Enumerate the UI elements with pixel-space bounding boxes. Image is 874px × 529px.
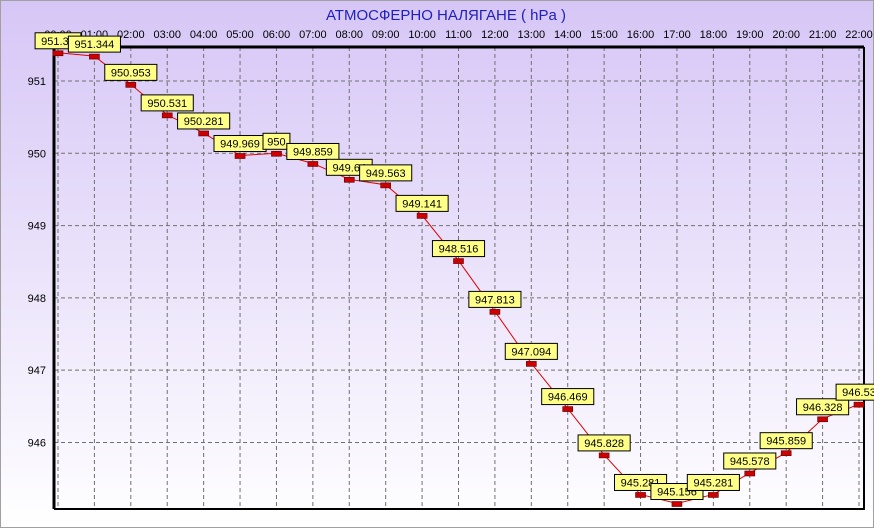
- x-tick-label: 21:00: [809, 29, 837, 41]
- data-label-box: [504, 342, 558, 360]
- data-point: [343, 177, 355, 183]
- data-label-box: [835, 383, 874, 401]
- data-label: 949.859: [293, 146, 333, 158]
- data-point: [744, 470, 756, 477]
- data-label: 950: [267, 136, 285, 148]
- data-label-box: [67, 35, 121, 53]
- data-label: 945.281: [693, 477, 733, 489]
- data-point: [489, 309, 501, 315]
- data-point: [198, 130, 209, 137]
- data-point: [125, 82, 137, 88]
- x-tick-label: 04:00: [190, 29, 218, 41]
- y-tick-label: 950: [28, 148, 46, 160]
- data-point: [780, 450, 792, 456]
- x-tick-label: 16:00: [627, 29, 655, 41]
- y-tick-label: 951: [28, 76, 46, 88]
- data-point: [708, 492, 719, 498]
- data-label: 948.516: [439, 244, 479, 256]
- x-tick-label: 11:00: [445, 29, 472, 41]
- x-tick-label: 12:00: [481, 29, 509, 41]
- data-label-box: [796, 398, 850, 416]
- data-label-box: [140, 94, 194, 112]
- data-point: [89, 53, 100, 60]
- data-label-box: [104, 63, 158, 81]
- x-tick-label: 15:00: [590, 29, 618, 41]
- x-tick-label: 06:00: [263, 29, 291, 41]
- data-label: 950.953: [111, 67, 151, 79]
- data-label-box: [723, 452, 777, 470]
- x-tick-label: 10:00: [408, 29, 436, 41]
- data-point: [161, 112, 173, 119]
- data-point: [380, 182, 391, 189]
- x-tick-label: 18:00: [700, 29, 728, 41]
- data-label: 946.53: [842, 387, 874, 399]
- data-label: 946.469: [548, 392, 588, 404]
- data-point: [598, 452, 610, 459]
- data-label-box: [759, 432, 813, 450]
- data-point: [307, 161, 319, 167]
- data-label: 949.141: [402, 198, 442, 210]
- x-tick-label: 02:00: [117, 29, 145, 41]
- data-label: 951.344: [75, 39, 115, 51]
- data-label-box: [359, 164, 413, 182]
- data-point: [234, 153, 246, 159]
- data-label-box: [541, 388, 595, 406]
- x-tick-label: 19:00: [736, 29, 764, 41]
- data-label: 949.64: [332, 162, 366, 174]
- data-label-box: [686, 473, 740, 491]
- data-label-box: [468, 290, 522, 308]
- y-tick-label: 948: [28, 293, 46, 305]
- x-tick-label: 20:00: [772, 29, 800, 41]
- chart-title: АТМОСФЕРНО НАЛЯГАНЕ ( hPa ): [326, 7, 566, 24]
- x-tick-label: 13:00: [518, 29, 546, 41]
- data-label: 947.813: [475, 294, 515, 306]
- data-label-box: [431, 240, 486, 258]
- data-label-box: [262, 132, 291, 150]
- y-tick-label: 947: [28, 365, 46, 377]
- data-label: 949.969: [220, 139, 260, 151]
- data-label: 945.578: [730, 456, 770, 468]
- data-label: 950.531: [147, 98, 187, 110]
- data-label: 945.828: [584, 438, 624, 450]
- data-point: [52, 50, 64, 57]
- data-point: [562, 406, 574, 412]
- data-label: 949.563: [366, 168, 406, 180]
- data-label-box: [177, 112, 231, 130]
- data-point: [526, 361, 537, 367]
- data-point: [453, 258, 464, 264]
- data-label: 946.328: [803, 402, 843, 414]
- x-tick-label: 22:00: [845, 29, 873, 41]
- data-point: [416, 213, 428, 219]
- x-tick-label: 14:00: [554, 29, 582, 41]
- x-tick-label: 09:00: [372, 29, 400, 41]
- data-label: 947.094: [511, 346, 551, 358]
- data-label-box: [286, 142, 340, 160]
- x-tick-label: 03:00: [153, 29, 181, 41]
- x-tick-label: 05:00: [226, 29, 254, 41]
- x-tick-label: 08:00: [336, 29, 364, 41]
- data-label-box: [395, 194, 449, 212]
- y-tick-label: 946: [28, 437, 46, 449]
- data-point: [817, 416, 828, 423]
- data-point: [635, 492, 646, 498]
- y-tick-label: 949: [28, 221, 46, 233]
- data-label-box: [577, 434, 631, 452]
- data-label: 951.39: [41, 36, 75, 48]
- data-label: 945.859: [766, 436, 806, 448]
- data-label: 950.281: [184, 116, 224, 128]
- data-point: [853, 401, 865, 408]
- x-tick-label: 07:00: [299, 29, 327, 41]
- data-point: [271, 150, 282, 157]
- data-point: [671, 501, 683, 507]
- x-tick-label: 17:00: [663, 29, 691, 41]
